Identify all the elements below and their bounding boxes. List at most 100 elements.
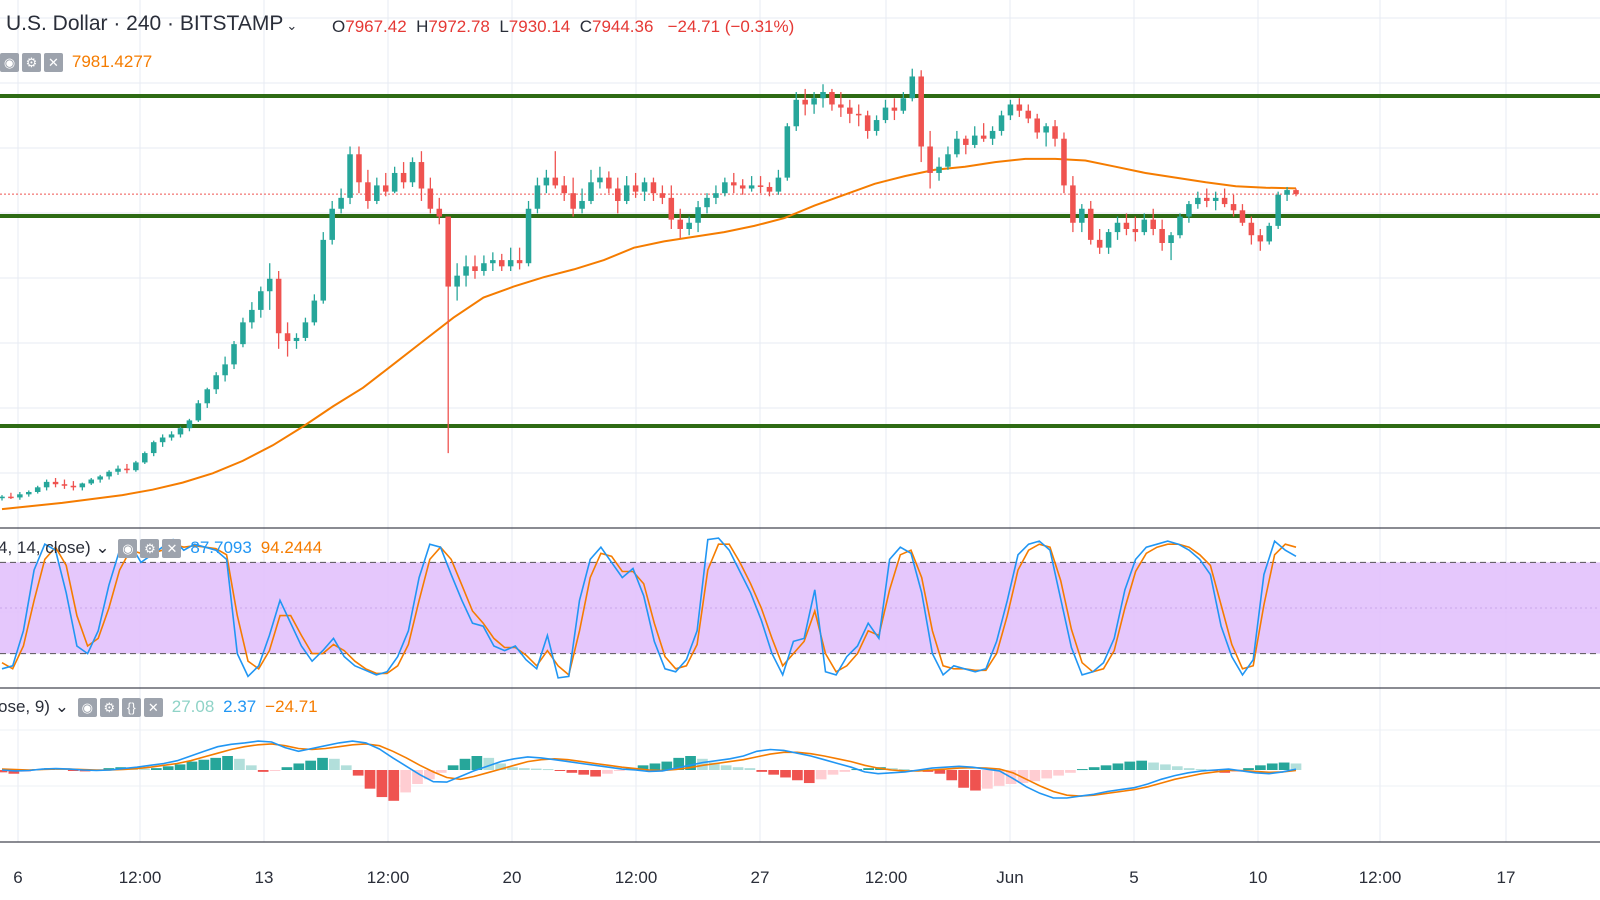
candle-body: [1114, 222, 1121, 233]
macd-histogram-bar: [780, 770, 791, 778]
chevron-down-icon[interactable]: ⌄: [90, 538, 110, 557]
candle-body: [8, 496, 14, 499]
x-tick-label: 17: [1496, 868, 1516, 887]
macd-histogram-bar: [329, 758, 340, 770]
candle-body: [97, 476, 103, 480]
candle-body: [1257, 235, 1264, 242]
candle-body: [507, 260, 514, 267]
macd-histogram-bar: [946, 770, 958, 781]
stoch-legend: 4, 14, close) ⌄ ◉ ⚙ ✕ 87.7093 94.2444: [0, 538, 322, 559]
candle-body: [1025, 110, 1032, 119]
stoch-k-value: 87.7093: [190, 538, 252, 557]
candle-body: [641, 182, 648, 192]
candle-body: [1096, 239, 1103, 248]
high-label: H: [416, 17, 429, 36]
candle-body: [293, 337, 300, 342]
candle-body: [195, 403, 202, 421]
close-icon[interactable]: ✕: [44, 53, 63, 73]
candle-body: [1070, 185, 1076, 223]
candle-body: [891, 107, 898, 111]
macd-histogram-bar: [815, 770, 827, 780]
macd-histogram-bar: [1076, 769, 1088, 771]
eye-icon[interactable]: ◉: [118, 539, 138, 559]
candle-body: [240, 322, 246, 345]
x-tick-label: 12:00: [614, 868, 658, 887]
gear-icon[interactable]: ⚙: [22, 53, 41, 73]
macd-legend: ose, 9) ⌄ ◉ ⚙{} ✕ 27.08 2.37 −24.71: [0, 697, 318, 718]
x-tick-label: 12:00: [1358, 868, 1402, 887]
candle-body: [1079, 208, 1085, 223]
macd-label[interactable]: ose, 9): [0, 697, 50, 716]
candle-body: [17, 494, 23, 498]
macd-histogram-bar: [364, 770, 376, 789]
macd-histogram-bar: [305, 760, 317, 770]
macd-histogram-bar: [1136, 760, 1148, 770]
x-tick-label: 20: [502, 868, 522, 887]
macd-histogram-bar: [1100, 765, 1112, 770]
symbol-title-text: U.S. Dollar · 240 · BITSTAMP: [6, 12, 284, 35]
macd-histogram-bar: [590, 770, 601, 777]
candle-body: [427, 188, 434, 209]
candle-body: [1052, 126, 1058, 139]
macd-histogram-bar: [934, 770, 946, 774]
candle-body: [579, 200, 585, 209]
macd-line: [1, 740, 1297, 799]
macd-histogram-bar: [400, 770, 411, 793]
candle-body: [1150, 219, 1156, 229]
stoch-label[interactable]: 4, 14, close): [0, 538, 91, 557]
macd-histogram-bar: [1160, 764, 1171, 770]
braces-icon[interactable]: {}: [121, 698, 141, 718]
macd-histogram-bar: [519, 768, 530, 770]
close-icon[interactable]: ✕: [143, 698, 163, 718]
candle-body: [811, 98, 817, 105]
macd-histogram-bar: [1112, 763, 1124, 770]
candle-body: [115, 468, 121, 472]
macd-histogram-bar: [1088, 767, 1100, 770]
macd-histogram-bar: [447, 765, 459, 770]
eye-icon[interactable]: ◉: [0, 53, 19, 73]
x-tick-label: 13: [254, 868, 274, 887]
candle-body: [159, 437, 166, 443]
candle-body: [570, 193, 576, 209]
high-value: 7972.78: [428, 17, 490, 36]
macd-histogram-bar: [685, 756, 696, 770]
gear-icon[interactable]: ⚙: [140, 539, 160, 559]
candle-body: [980, 135, 987, 139]
candle-body: [1230, 204, 1237, 211]
macd-histogram-bar: [803, 770, 815, 784]
gear-icon[interactable]: ⚙: [99, 698, 119, 718]
candle-body: [382, 185, 389, 192]
candle-body: [588, 182, 594, 201]
macd-histogram-bar: [697, 758, 708, 770]
candle-body: [820, 92, 826, 99]
close-icon[interactable]: ✕: [162, 539, 182, 559]
macd-histogram-bar: [1171, 766, 1183, 770]
symbol-title[interactable]: U.S. Dollar · 240 · BITSTAMP ⌄: [6, 12, 297, 36]
macd-histogram-bar: [340, 765, 352, 770]
macd-histogram-bar: [673, 757, 685, 770]
macd-histogram-bar: [637, 765, 649, 770]
candle-body: [1034, 118, 1040, 133]
candle-body: [1016, 104, 1023, 111]
macd-histogram-bar: [67, 770, 79, 771]
chevron-down-icon[interactable]: ⌄: [286, 18, 298, 33]
candle-body: [213, 375, 219, 390]
candle-body: [1132, 228, 1139, 233]
macd-histogram-bar: [530, 768, 542, 770]
candle-body: [249, 309, 255, 323]
candle-body: [713, 193, 719, 198]
candle-body: [1203, 197, 1210, 201]
candle-body: [409, 162, 416, 183]
candle-body: [168, 434, 175, 438]
chevron-down-icon[interactable]: ⌄: [49, 697, 69, 716]
macd-histogram-bar: [222, 756, 233, 770]
candle-body: [900, 98, 907, 111]
macd-histogram-bar: [495, 763, 506, 770]
candle-body: [882, 107, 889, 121]
candle-body: [855, 113, 862, 116]
candle-body: [266, 278, 273, 292]
candle-body: [1221, 197, 1228, 205]
eye-icon[interactable]: ◉: [77, 698, 97, 718]
candle-body: [998, 115, 1005, 131]
